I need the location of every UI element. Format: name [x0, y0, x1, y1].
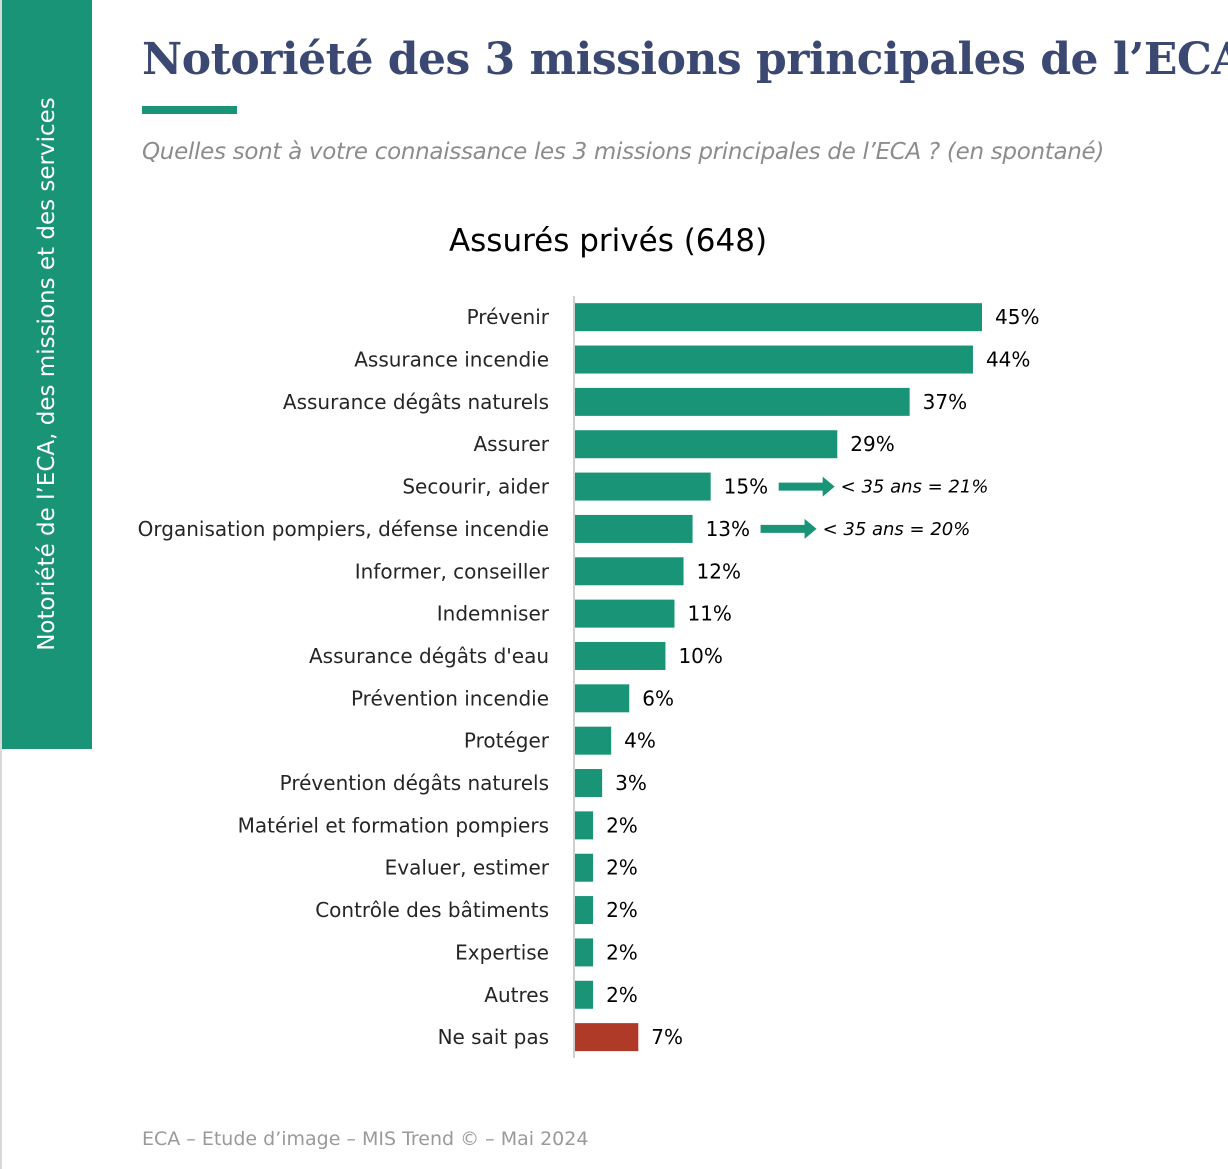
left-edge-line: [0, 0, 2, 1169]
value-label: 11%: [687, 602, 731, 626]
category-label: Prévenir: [467, 305, 550, 329]
category-label: Assurance dégâts naturels: [283, 390, 549, 414]
bar: [575, 769, 603, 798]
category-label: Protéger: [464, 729, 550, 753]
category-label: Prévention incendie: [351, 686, 549, 710]
bar: [575, 599, 675, 628]
page-subtitle: Quelles sont à votre connaissance les 3 …: [142, 139, 1105, 165]
category-label: Autres: [484, 983, 549, 1007]
value-label: 3%: [615, 771, 647, 795]
value-label: 2%: [606, 940, 638, 964]
bar: [575, 514, 693, 543]
bar: [575, 811, 594, 840]
bar: [575, 430, 838, 459]
category-label: Secourir, aider: [402, 475, 549, 499]
value-label: 6%: [642, 686, 674, 710]
bar: [575, 853, 594, 882]
page-title: Notoriété des 3 missions principales de …: [142, 34, 1228, 85]
category-label: Informer, conseiller: [355, 559, 550, 583]
value-label: 44%: [986, 348, 1030, 372]
value-label: 15%: [724, 475, 768, 499]
footer-text: ECA – Etude d’image – MIS Trend © – Mai …: [142, 1128, 589, 1150]
bar: [575, 896, 594, 925]
bar: [575, 684, 630, 713]
side-band: [2, 0, 92, 749]
bar: [575, 345, 973, 374]
bar: [575, 726, 612, 755]
value-label: 37%: [923, 390, 967, 414]
annotation-label: < 35 ans = 21%: [841, 477, 989, 498]
value-label: 7%: [651, 1025, 683, 1049]
category-label: Indemniser: [437, 602, 550, 626]
category-label: Assurance incendie: [354, 348, 549, 372]
category-label: Organisation pompiers, défense incendie: [138, 517, 549, 541]
value-label: 12%: [697, 559, 741, 583]
value-label: 45%: [995, 305, 1039, 329]
bar: [575, 980, 594, 1009]
value-label: 4%: [624, 729, 656, 753]
category-label: Ne sait pas: [438, 1025, 549, 1049]
category-label: Evaluer, estimer: [385, 856, 550, 880]
value-label: 2%: [606, 813, 638, 837]
bar: [575, 1023, 639, 1052]
category-label: Expertise: [455, 940, 549, 964]
value-label: 10%: [678, 644, 722, 668]
bar: [575, 641, 666, 670]
bar: [575, 303, 982, 332]
value-label: 2%: [606, 856, 638, 880]
bars-group: Prévenir 45% Assurance incendie 44% Assuranc…: [138, 303, 1039, 1052]
value-label: 29%: [850, 432, 894, 456]
title-underline: [142, 106, 237, 114]
annotation-label: < 35 ans = 20%: [823, 519, 971, 540]
category-label: Prévention dégâts naturels: [280, 771, 549, 795]
bar: [575, 472, 711, 501]
category-label: Assurance dégâts d'eau: [309, 644, 549, 668]
value-label: 2%: [606, 983, 638, 1007]
category-label: Contrôle des bâtiments: [315, 898, 549, 922]
category-label: Matériel et formation pompiers: [238, 813, 549, 837]
chart-title: Assurés privés (648): [449, 223, 767, 259]
annotation-arrow-icon: [760, 518, 817, 539]
bar: [575, 938, 594, 967]
value-label: 13%: [706, 517, 750, 541]
annotation-arrow-icon: [778, 476, 835, 497]
bar: [575, 557, 684, 586]
bar: [575, 387, 910, 416]
value-label: 2%: [606, 898, 638, 922]
category-label: Assurer: [473, 432, 549, 456]
